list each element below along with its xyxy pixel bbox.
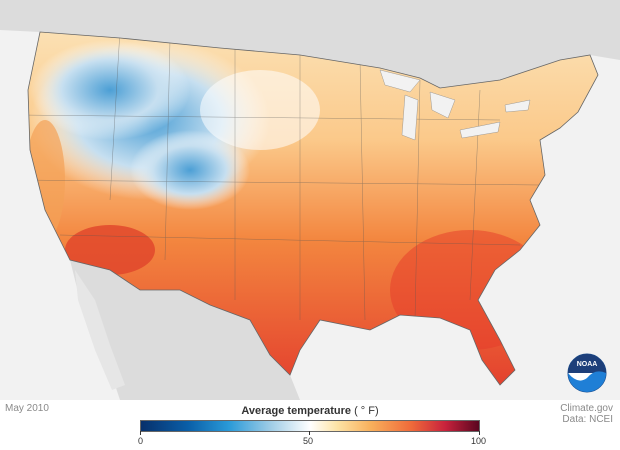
legend-title: Average temperature ( ° F): [140, 405, 480, 417]
temperature-map: NOAA: [0, 0, 620, 400]
state-borders: [28, 32, 541, 321]
noaa-logo: NOAA: [567, 353, 607, 393]
mexico-land: [70, 260, 300, 400]
noaa-logo-text: NOAA: [577, 361, 598, 368]
tick-mark-50: [309, 431, 310, 435]
map-area: NOAA: [0, 0, 620, 400]
tick-mark-100: [479, 431, 480, 435]
legend-unit: ( ° F): [354, 405, 379, 417]
map-footer: May 2010 Average temperature ( ° F) 0 50…: [0, 400, 620, 450]
tick-label-50: 50: [303, 436, 314, 446]
date-label: May 2010: [5, 403, 49, 414]
tick-mark-0: [140, 431, 141, 435]
legend-title-text: Average temperature: [241, 405, 351, 417]
tick-label-100: 100: [471, 436, 487, 446]
great-lakes: [379, 69, 531, 141]
tick-label-0: 0: [138, 436, 144, 446]
usa-outline: [27, 31, 599, 386]
baja-peninsula: [75, 270, 125, 390]
canada-land: [0, 0, 620, 88]
credit-source: Climate.gov: [560, 403, 613, 414]
temperature-colorbar: [140, 420, 480, 432]
credit-data: Data: NCEI: [562, 414, 613, 425]
